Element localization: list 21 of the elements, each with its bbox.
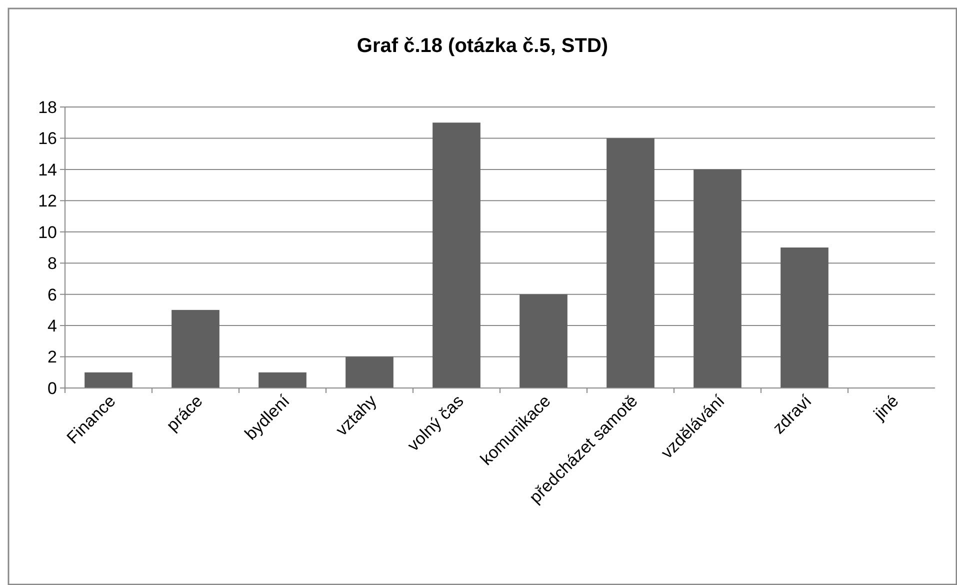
bar xyxy=(84,372,132,388)
y-tick-label: 10 xyxy=(38,222,57,242)
bar xyxy=(172,310,220,388)
bar xyxy=(606,138,654,388)
bar xyxy=(520,294,568,388)
y-tick-label: 6 xyxy=(48,285,57,304)
y-tick-label: 18 xyxy=(38,98,57,117)
y-tick-label: 4 xyxy=(48,316,57,336)
y-tick-label: 16 xyxy=(38,129,57,148)
chart-title: Graf č.18 (otázka č.5, STD) xyxy=(356,35,608,57)
bar xyxy=(258,372,306,388)
y-tick-label: 14 xyxy=(38,160,57,180)
bar xyxy=(780,248,828,388)
bar xyxy=(432,122,480,388)
bar xyxy=(694,169,742,388)
y-tick-label: 8 xyxy=(48,254,57,274)
x-tick-label: jiné xyxy=(869,391,902,424)
y-tick-label: 2 xyxy=(48,348,57,367)
y-tick-label: 0 xyxy=(48,378,57,398)
y-tick-label: 12 xyxy=(38,192,57,211)
bar xyxy=(346,356,394,388)
